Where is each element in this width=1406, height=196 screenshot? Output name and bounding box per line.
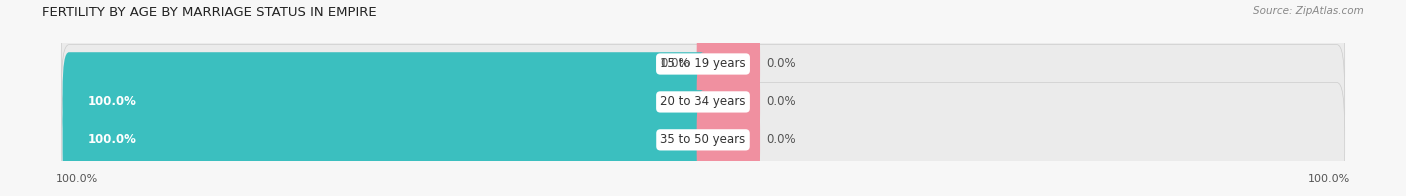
FancyBboxPatch shape (62, 45, 1344, 159)
Text: 0.0%: 0.0% (661, 57, 690, 71)
Text: 100.0%: 100.0% (89, 95, 136, 108)
Text: Source: ZipAtlas.com: Source: ZipAtlas.com (1253, 6, 1364, 16)
FancyBboxPatch shape (62, 7, 1344, 121)
Text: 0.0%: 0.0% (766, 57, 796, 71)
Text: 0.0%: 0.0% (766, 95, 796, 108)
FancyBboxPatch shape (62, 83, 1344, 196)
FancyBboxPatch shape (696, 52, 761, 152)
Text: 0.0%: 0.0% (766, 133, 796, 146)
Text: 20 to 34 years: 20 to 34 years (661, 95, 745, 108)
FancyBboxPatch shape (63, 52, 710, 152)
Text: FERTILITY BY AGE BY MARRIAGE STATUS IN EMPIRE: FERTILITY BY AGE BY MARRIAGE STATUS IN E… (42, 6, 377, 19)
FancyBboxPatch shape (696, 14, 761, 114)
Text: 35 to 50 years: 35 to 50 years (661, 133, 745, 146)
FancyBboxPatch shape (63, 90, 710, 190)
Text: 100.0%: 100.0% (1308, 174, 1350, 184)
Text: 100.0%: 100.0% (56, 174, 98, 184)
FancyBboxPatch shape (696, 90, 761, 190)
Text: 100.0%: 100.0% (89, 133, 136, 146)
Text: 15 to 19 years: 15 to 19 years (661, 57, 745, 71)
